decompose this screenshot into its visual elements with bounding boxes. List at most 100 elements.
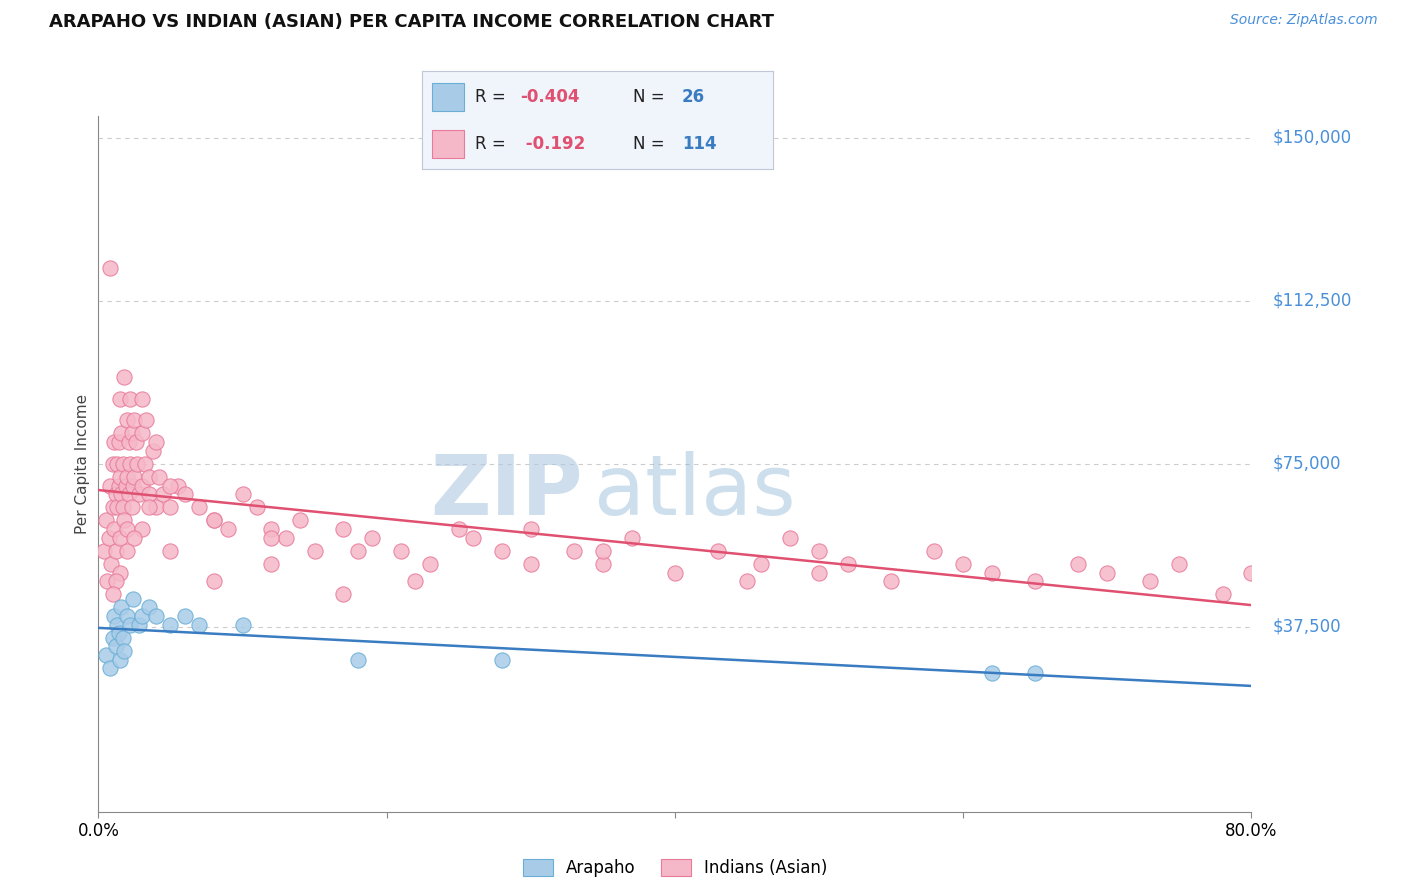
Point [880,574,903,589]
Point [231,617,254,632]
Point [96,574,118,589]
Point [117,609,138,624]
Point [145,500,167,515]
Point [111,631,134,645]
Point [131,609,153,624]
Point [260,557,283,571]
Point [520,557,543,571]
Point [346,543,368,558]
Point [142,443,165,458]
Point [145,435,167,450]
Point [120,617,142,632]
Point [104,487,127,501]
Point [152,487,174,501]
Point [405,574,427,589]
Point [101,631,124,645]
Point [135,413,157,427]
Point [100,557,122,571]
Text: $112,500: $112,500 [1272,292,1351,310]
Point [131,392,153,406]
Point [981,665,1004,680]
Point [592,557,614,571]
Point [103,609,125,624]
Point [260,522,283,536]
Point [1024,574,1046,589]
Point [620,531,643,545]
Bar [433,83,464,111]
Point [103,435,125,450]
Point [952,557,974,571]
Point [138,500,160,515]
Point [520,522,543,536]
Point [346,652,368,666]
Point [94,648,117,662]
Legend: Arapaho, Indians (Asian): Arapaho, Indians (Asian) [516,852,834,883]
Point [117,543,138,558]
Point [104,574,127,589]
Text: N =: N = [633,88,664,106]
Point [491,543,513,558]
Point [127,457,149,471]
Text: R =: R = [475,88,505,106]
Point [246,500,269,515]
Point [131,426,153,441]
Point [124,531,146,545]
Point [304,543,326,558]
Text: -0.404: -0.404 [520,88,579,106]
Point [105,617,128,632]
Point [664,566,686,580]
Point [118,435,141,450]
Point [217,522,239,536]
Point [108,566,131,580]
Point [124,413,146,427]
Point [104,640,127,654]
Point [981,566,1004,580]
Point [94,513,117,527]
Point [389,543,412,558]
Point [128,617,150,632]
Point [110,426,132,441]
Point [103,522,125,536]
Bar [433,130,464,158]
Point [231,487,254,501]
Point [1212,587,1234,601]
Point [112,369,135,384]
Point [779,531,801,545]
Point [107,435,129,450]
Point [159,617,181,632]
Point [125,435,148,450]
Text: Source: ZipAtlas.com: Source: ZipAtlas.com [1230,13,1378,28]
Point [166,478,188,492]
Point [807,566,830,580]
Point [134,457,156,471]
Point [202,513,225,527]
Point [98,661,121,675]
Point [108,392,131,406]
Text: $150,000: $150,000 [1272,128,1351,146]
Point [707,543,730,558]
Point [260,531,283,545]
Point [1168,557,1191,571]
Point [112,644,135,658]
Point [202,513,225,527]
Point [110,487,132,501]
Point [120,392,142,406]
Point [112,513,135,527]
Point [202,574,225,589]
Point [110,600,132,615]
Point [124,470,146,484]
Point [1024,665,1046,680]
Text: $75,000: $75,000 [1272,455,1341,473]
Point [419,557,441,571]
Point [98,478,121,492]
Point [105,500,128,515]
Point [131,478,153,492]
Point [145,609,167,624]
Point [1067,557,1090,571]
Point [101,457,124,471]
Point [138,600,160,615]
Point [111,500,134,515]
Point [98,261,121,276]
Point [117,470,138,484]
Point [105,457,128,471]
